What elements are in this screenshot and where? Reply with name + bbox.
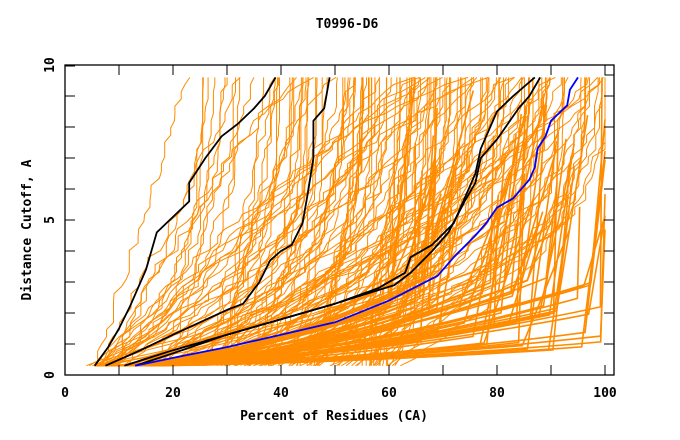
model-curve: [129, 77, 435, 367]
x-tick-label: 60: [381, 386, 397, 401]
model-curve: [103, 77, 297, 367]
plot-area: [86, 76, 606, 367]
model-curve: [210, 77, 569, 367]
model-curve: [134, 77, 551, 367]
model-curve: [105, 76, 314, 366]
x-tick-label: 0: [61, 386, 69, 401]
model-curve: [203, 77, 587, 367]
background-model-curves: [86, 76, 606, 367]
model-curve: [122, 77, 523, 367]
model-curve: [157, 77, 255, 366]
model-curve: [234, 77, 474, 367]
model-curve: [97, 77, 191, 366]
model-curve: [206, 77, 356, 366]
model-curve: [307, 77, 421, 367]
model-curve: [139, 77, 604, 367]
model-curve: [116, 77, 209, 367]
model-curve: [146, 77, 523, 367]
model-curve: [182, 77, 376, 367]
model-curve: [208, 76, 337, 366]
model-curve: [145, 187, 508, 367]
model-curve: [113, 76, 415, 366]
model-black-2: [105, 77, 331, 367]
x-tick-label: 80: [489, 386, 505, 401]
highlighted-model-curves: [93, 76, 579, 367]
model-curve: [101, 194, 606, 367]
model-curve: [248, 77, 307, 366]
model-curve: [98, 77, 381, 367]
model-curve: [159, 76, 489, 366]
model-curve: [202, 77, 551, 367]
model-curve: [88, 76, 469, 367]
model-curve: [136, 77, 367, 367]
axis-tick-labels: 0 20 40 60 80 100 0 5 10: [43, 57, 617, 401]
x-tick-label: 20: [165, 386, 181, 401]
model-curve: [132, 189, 452, 367]
x-tick-label: 100: [593, 386, 617, 401]
chart-title: T0996-D6: [316, 17, 379, 32]
model-curve: [261, 77, 323, 367]
y-tick-label: 10: [43, 57, 58, 73]
model-curve: [93, 77, 431, 367]
model-curve: [114, 76, 443, 367]
y-tick-label: 5: [43, 216, 58, 224]
model-curve: [122, 77, 478, 367]
model-curve: [101, 77, 304, 367]
model-curve: [92, 77, 438, 367]
model-curve: [174, 77, 328, 367]
y-tick-label: 0: [43, 371, 58, 379]
corner-box: [604, 64, 615, 76]
model-curve: [205, 76, 556, 367]
model-blue-best: [135, 76, 579, 367]
model-curve: [102, 76, 475, 366]
y-axis-label: Distance Cutoff, A: [20, 159, 35, 300]
model-curve: [109, 133, 517, 367]
model-curve: [135, 77, 452, 367]
model-curve: [93, 77, 346, 367]
x-axis-label: Percent of Residues (CA): [240, 409, 428, 424]
model-black-4: [124, 76, 541, 367]
model-curve: [98, 147, 437, 367]
model-black-1: [93, 76, 277, 367]
axis-ticks: [65, 65, 614, 375]
model-curve: [97, 77, 291, 367]
model-curve: [179, 77, 582, 367]
model-curve: [157, 77, 387, 367]
x-tick-label: 40: [273, 386, 289, 401]
model-curve: [316, 77, 562, 367]
model-curve: [277, 77, 355, 367]
model-curve: [229, 76, 426, 366]
model-curve: [116, 77, 226, 367]
